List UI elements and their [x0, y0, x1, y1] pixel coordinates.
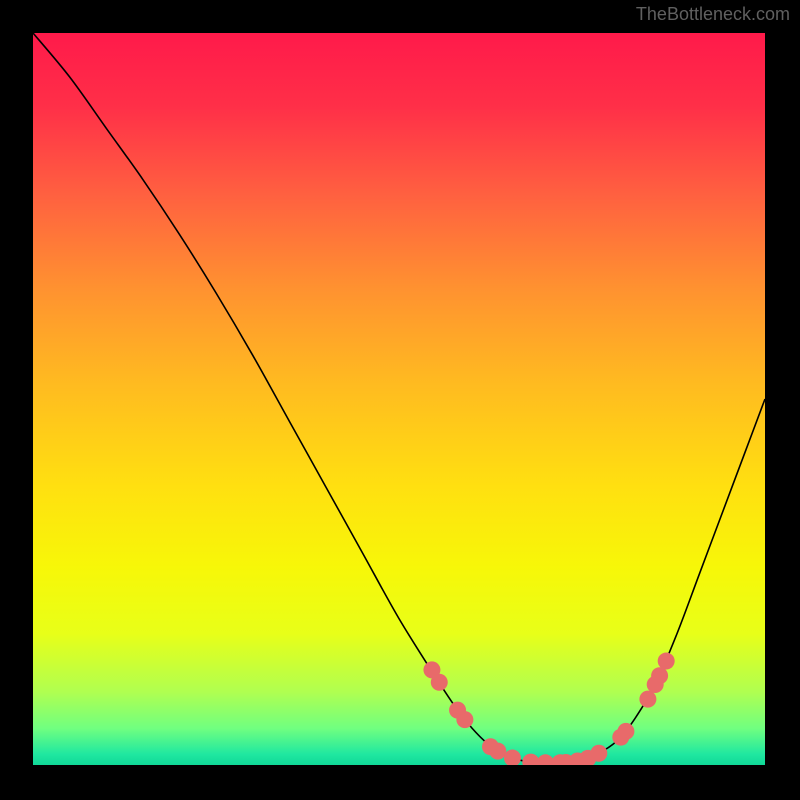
data-marker — [489, 743, 506, 760]
data-marker — [658, 653, 675, 670]
chart-background — [33, 33, 765, 765]
chart-svg — [33, 33, 765, 765]
data-marker — [617, 723, 634, 740]
data-marker — [431, 674, 448, 691]
watermark-text: TheBottleneck.com — [636, 4, 790, 25]
data-marker — [651, 667, 668, 684]
data-marker — [639, 691, 656, 708]
data-marker — [590, 745, 607, 762]
data-marker — [456, 711, 473, 728]
bottleneck-chart — [33, 33, 765, 765]
